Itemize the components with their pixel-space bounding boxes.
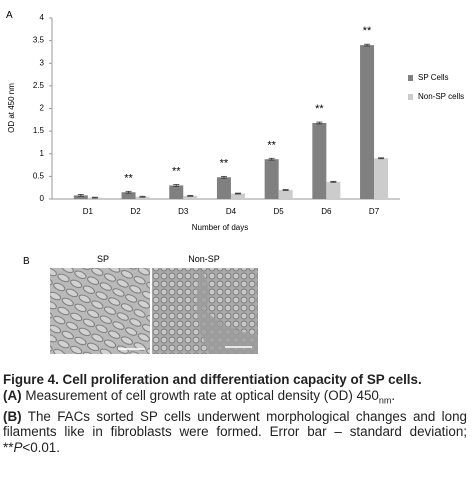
caption-title: Figure 4. Cell proliferation and differe…: [3, 372, 422, 387]
bar: [326, 181, 341, 199]
micrograph: [50, 268, 150, 354]
caption-italic: P: [13, 439, 23, 455]
bar: [169, 185, 184, 199]
x-axis-label: Number of days: [192, 223, 248, 232]
error-bar: [173, 184, 180, 187]
error-bar: [316, 121, 323, 125]
error-bar: [268, 157, 275, 161]
bar: [135, 196, 150, 199]
image-label: Non-SP: [188, 254, 220, 264]
significance: **: [172, 166, 181, 178]
caption-text: Measurement of cell growth rate at optic…: [25, 387, 379, 403]
y-tick-label: 2.5: [33, 81, 45, 90]
caption-text: .: [391, 387, 396, 403]
significance: **: [124, 172, 133, 184]
caption-subscript: nm: [378, 395, 392, 406]
x-tick-label: D3: [178, 207, 189, 216]
error-bar: [282, 189, 289, 191]
bar: [230, 193, 245, 199]
y-tick-label: 4: [40, 13, 45, 22]
error-bar: [378, 157, 385, 160]
x-tick-label: D7: [369, 207, 380, 216]
significance: **: [267, 139, 276, 151]
significance: **: [315, 103, 324, 115]
y-tick-label: 0: [40, 194, 45, 203]
panel-label: B: [23, 256, 30, 267]
error-bar: [330, 180, 337, 183]
bar: [264, 159, 279, 199]
caption-text: <0.01.: [22, 439, 60, 455]
micrograph-region: [196, 268, 258, 354]
legend-label: Non-SP cells: [418, 92, 464, 101]
x-tick-label: D6: [321, 207, 332, 216]
bar: [73, 195, 88, 199]
y-tick-label: 3: [40, 58, 45, 67]
error-bar: [234, 192, 241, 195]
legend-label: SP Cells: [418, 73, 449, 82]
significance: **: [220, 157, 229, 169]
error-bar: [91, 196, 98, 199]
legend-swatch: [408, 75, 413, 81]
caption-text: The FACs sorted SP cells underwent morph…: [3, 408, 467, 455]
y-tick-label: 0.5: [33, 171, 45, 180]
error-bar: [220, 175, 227, 179]
error-bar: [139, 195, 146, 198]
figure: A OD at 450 nm Number of days B SP Non-S…: [6, 10, 464, 354]
error-bar: [125, 190, 132, 194]
caption-label: (B): [3, 408, 22, 424]
y-tick-label: 1: [40, 149, 45, 158]
error-bar: [364, 43, 371, 47]
significance: **: [363, 25, 372, 37]
x-tick-label: D5: [274, 207, 285, 216]
error-bar: [187, 194, 194, 197]
legend-swatch: [408, 94, 413, 100]
image-label: SP: [97, 254, 109, 264]
y-tick-label: 3.5: [33, 36, 45, 45]
caption-label: (A): [3, 387, 22, 403]
bar: [183, 195, 198, 199]
y-tick-label: 1.5: [33, 126, 45, 135]
bar: [121, 192, 136, 199]
error-bar: [77, 194, 84, 197]
x-tick-label: D2: [130, 207, 141, 216]
bar: [360, 45, 375, 200]
y-axis-label: OD at 450 nm: [7, 83, 16, 133]
y-tick-label: 2: [40, 104, 45, 113]
x-tick-label: D1: [83, 207, 94, 216]
panel-label: A: [6, 10, 13, 21]
bar: [312, 122, 327, 199]
caption: Figure 4. Cell proliferation and differe…: [3, 372, 467, 455]
bar: [278, 189, 293, 199]
bar: [374, 158, 389, 199]
bar: [216, 177, 231, 199]
x-tick-label: D4: [226, 207, 237, 216]
